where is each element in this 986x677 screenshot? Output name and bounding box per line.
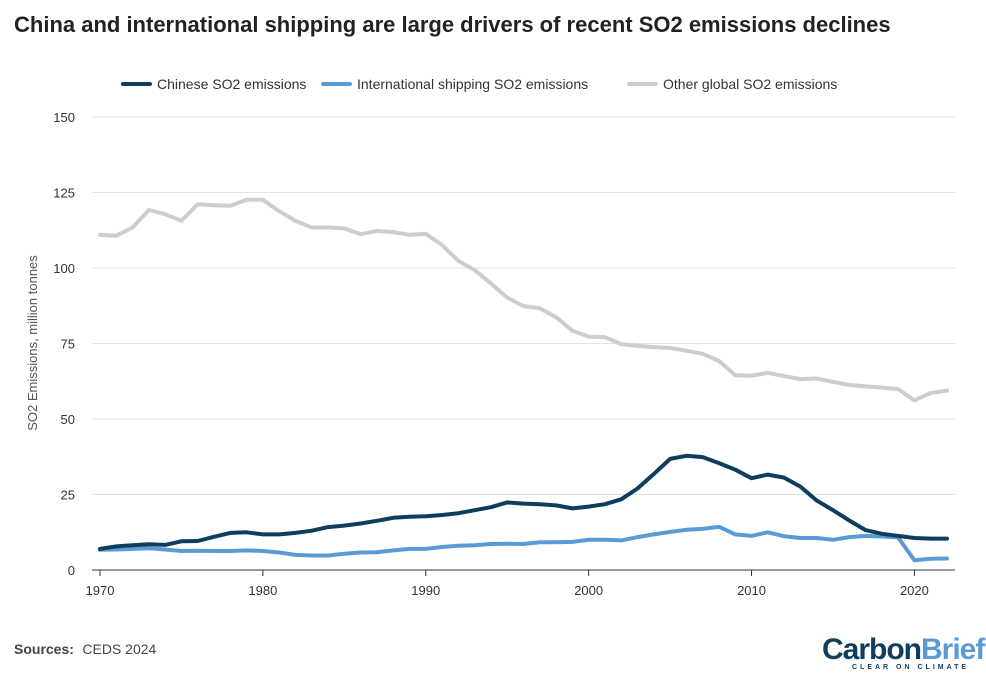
series-lines	[98, 197, 949, 563]
x-tick-label-2000: 2000	[574, 583, 603, 598]
legend: Chinese SO2 emissions International ship…	[121, 76, 837, 92]
y-tick-label-0: 0	[68, 563, 75, 578]
y-tick-label-125: 125	[53, 186, 75, 201]
sources-line: Sources: CEDS 2024	[14, 641, 157, 658]
y-tick-label-150: 150	[53, 110, 75, 125]
y-tick-label-75: 75	[61, 337, 75, 352]
y-axis-ticks: 0 25 50 75 100 125 150	[53, 110, 75, 578]
x-axis-ticks: 1970 1980 1990 2000 2010 2020	[86, 570, 929, 598]
logo-wordmark: CarbonBrief	[822, 633, 986, 666]
x-tick-label-2010: 2010	[737, 583, 766, 598]
y-tick-label-50: 50	[61, 412, 75, 427]
logo-part-carbon: Carbon	[822, 633, 921, 666]
x-tick-label-1980: 1980	[248, 583, 277, 598]
x-tick-label-1990: 1990	[411, 583, 440, 598]
legend-label-shipping: International shipping SO2 emissions	[357, 76, 588, 92]
logo-tagline: CLEAR ON CLIMATE	[852, 664, 969, 671]
chart-title: China and international shipping are lar…	[14, 12, 891, 37]
y-tick-label-100: 100	[53, 261, 75, 276]
y-axis-title: SO2 Emissions, million tonnes	[25, 255, 40, 431]
legend-label-chinese: Chinese SO2 emissions	[157, 76, 306, 92]
sources-label: Sources:	[14, 641, 74, 657]
x-tick-label-2020: 2020	[900, 583, 929, 598]
series-line-other	[98, 197, 949, 403]
series-line-shipping	[98, 524, 949, 563]
logo-part-brief: Brief	[921, 633, 986, 666]
carbonbrief-logo: CarbonBrief CLEAR ON CLIMATE	[822, 633, 986, 671]
legend-label-other: Other global SO2 emissions	[663, 76, 837, 92]
sources-text: CEDS 2024	[82, 641, 156, 657]
series-line-chinese	[98, 453, 949, 551]
gridlines	[92, 116, 955, 571]
y-tick-label-25: 25	[61, 488, 75, 503]
x-tick-label-1970: 1970	[86, 583, 115, 598]
